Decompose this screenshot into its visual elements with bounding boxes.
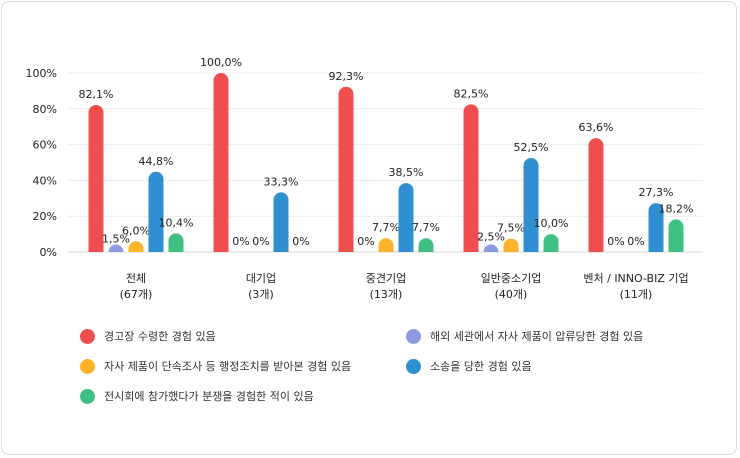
data-label: 2,5% bbox=[477, 231, 505, 244]
data-label: 0% bbox=[357, 235, 374, 248]
bar bbox=[338, 86, 354, 252]
x-tick-count: (40개) bbox=[495, 288, 528, 301]
bar bbox=[108, 244, 124, 252]
bar bbox=[523, 158, 539, 252]
bar bbox=[398, 183, 414, 252]
data-label: 38,5% bbox=[389, 166, 424, 179]
legend-item: 해외 세관에서 자사 제품이 압류당한 경험 있음 bbox=[406, 328, 643, 344]
bar bbox=[588, 138, 604, 252]
y-tick-label: 100% bbox=[26, 67, 57, 80]
legend-label: 자사 제품이 단속조사 등 행정조치를 받아본 경험 있음 bbox=[104, 360, 352, 373]
bar bbox=[213, 73, 229, 252]
y-tick-label: 20% bbox=[33, 210, 57, 223]
legend-swatch bbox=[80, 358, 95, 374]
data-label: 52,5% bbox=[514, 141, 549, 154]
x-tick-label: 중견기업 bbox=[366, 272, 406, 285]
bar bbox=[648, 203, 664, 252]
data-label: 1,5% bbox=[102, 232, 130, 245]
data-label: 63,6% bbox=[579, 121, 614, 134]
legend-item: 경고장 수령한 경험 있음 bbox=[80, 328, 216, 344]
data-label: 0% bbox=[627, 235, 644, 248]
x-tick-label: 벤처 / INNO-BIZ 기업 bbox=[583, 272, 688, 285]
data-label: 7,5% bbox=[497, 222, 525, 235]
legend-item: 자사 제품이 단속조사 등 행정조치를 받아본 경험 있음 bbox=[80, 358, 351, 374]
bar bbox=[543, 234, 559, 252]
x-tick-count: (13개) bbox=[370, 288, 403, 301]
data-label: 7,7% bbox=[412, 221, 440, 234]
legend-swatch bbox=[80, 388, 95, 404]
data-label: 6,0% bbox=[122, 224, 150, 237]
x-tick-label: 전체 bbox=[126, 272, 146, 285]
data-label: 33,3% bbox=[264, 175, 299, 188]
y-tick-label: 80% bbox=[33, 103, 57, 116]
legend-label: 소송을 당한 경험 있음 bbox=[430, 360, 532, 373]
legend-item: 소송을 당한 경험 있음 bbox=[406, 358, 532, 374]
bar bbox=[168, 233, 184, 252]
bar bbox=[668, 219, 684, 252]
x-tick-label: 대기업 bbox=[246, 272, 276, 285]
data-label: 10,4% bbox=[159, 216, 194, 229]
legend-label: 경고장 수령한 경험 있음 bbox=[104, 330, 216, 343]
legend-label: 해외 세관에서 자사 제품이 압류당한 경험 있음 bbox=[430, 330, 644, 343]
bar bbox=[273, 192, 289, 252]
data-label: 100,0% bbox=[200, 56, 242, 69]
data-label: 0% bbox=[292, 235, 309, 248]
x-tick-count: (11개) bbox=[620, 288, 653, 301]
data-label: 0% bbox=[252, 235, 269, 248]
legend-label: 전시회에 참가했다가 분쟁을 경험한 적이 있음 bbox=[104, 390, 314, 403]
data-label: 0% bbox=[607, 235, 624, 248]
bar bbox=[418, 238, 434, 252]
data-label: 82,5% bbox=[454, 87, 489, 100]
x-tick-count: (3개) bbox=[248, 288, 274, 301]
data-label: 10,0% bbox=[534, 217, 569, 230]
bar bbox=[378, 238, 394, 252]
legend-swatch bbox=[406, 358, 421, 374]
y-tick-label: 60% bbox=[33, 139, 57, 152]
legend-item: 전시회에 참가했다가 분쟁을 경험한 적이 있음 bbox=[80, 388, 314, 404]
bar bbox=[88, 105, 104, 252]
y-tick-label: 0% bbox=[40, 246, 57, 259]
bar bbox=[483, 244, 499, 252]
x-tick-count: (67개) bbox=[120, 288, 153, 301]
data-label: 44,8% bbox=[139, 155, 174, 168]
data-label: 0% bbox=[232, 235, 249, 248]
legend-swatch bbox=[406, 328, 421, 344]
x-tick-label: 일반중소기업 bbox=[481, 271, 542, 285]
bar-chart: 0% 20% 40% 60% 80% 100% 전체 (67개) 82,1% 1,5%6,0% 44… bbox=[26, 56, 703, 301]
bar bbox=[148, 171, 164, 252]
data-label: 82,1% bbox=[79, 88, 114, 101]
bar bbox=[128, 241, 144, 252]
data-label: 92,3% bbox=[329, 70, 364, 83]
data-label: 18,2% bbox=[659, 202, 694, 215]
bar bbox=[503, 238, 519, 252]
data-label: 27,3% bbox=[639, 186, 674, 199]
bar bbox=[463, 104, 479, 252]
legend-swatch bbox=[80, 328, 95, 344]
y-tick-label: 40% bbox=[33, 174, 57, 187]
data-label: 7,7% bbox=[372, 221, 400, 234]
